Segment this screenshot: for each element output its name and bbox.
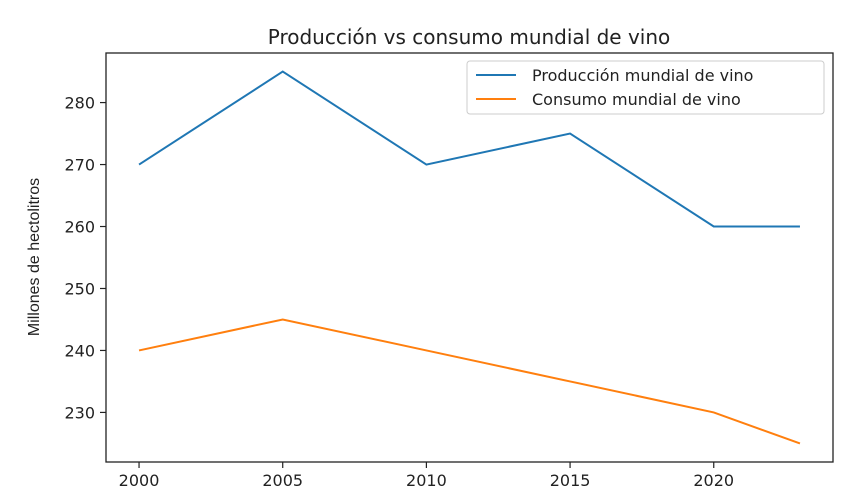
x-tick-label: 2015 (550, 471, 591, 487)
y-tick-label: 230 (64, 403, 95, 422)
legend: Producción mundial de vino Consumo mundia… (467, 61, 824, 114)
x-tick-label: 2010 (406, 471, 447, 487)
y-tick-label: 250 (64, 279, 95, 298)
y-tick-label: 280 (64, 94, 95, 113)
x-tick-label: 2020 (693, 471, 734, 487)
legend-label: Consumo mundial de vino (532, 90, 741, 109)
y-tick-label: 260 (64, 218, 95, 237)
y-tick-label: 270 (64, 156, 95, 175)
legend-label: Producción mundial de vino (532, 66, 753, 85)
y-tick-label: 240 (64, 341, 95, 360)
x-tick-label: 2000 (119, 471, 160, 487)
x-tick-label: 2005 (262, 471, 303, 487)
series-line-1 (139, 319, 800, 443)
y-axis-label: Millones de hectolitros (26, 178, 43, 336)
chart-title: Producción vs consumo mundial de vino (268, 25, 671, 49)
